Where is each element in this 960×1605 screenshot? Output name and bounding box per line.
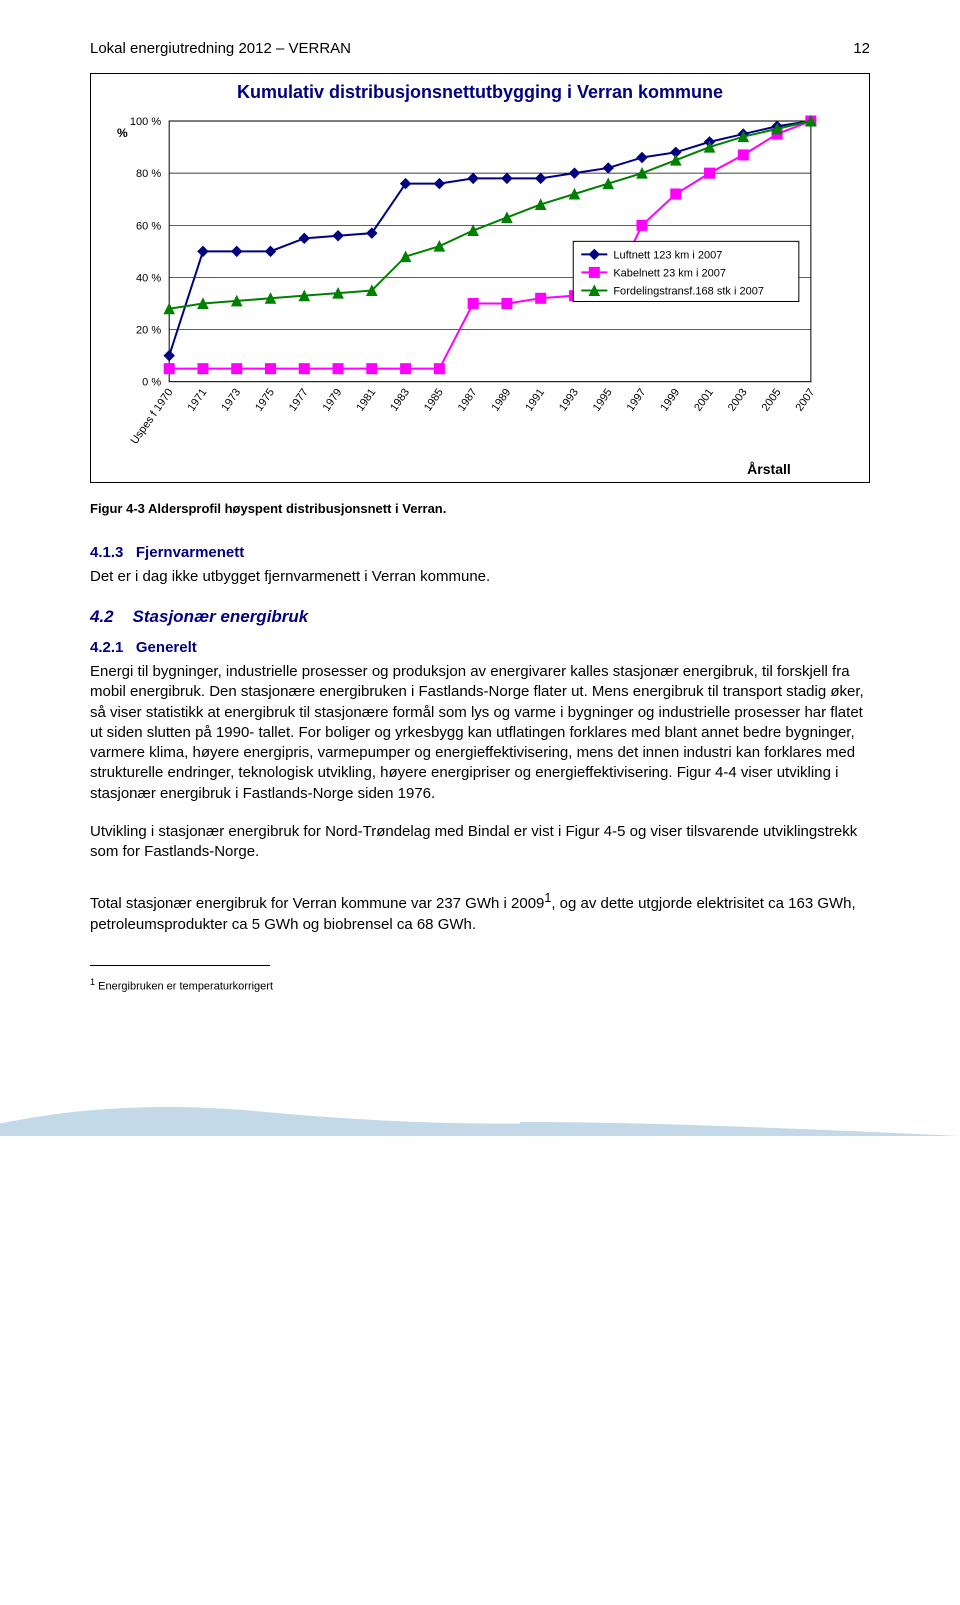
svg-text:1991: 1991 <box>523 387 547 414</box>
section-number: 4.2.1 <box>90 639 123 656</box>
section-number: 4.2 <box>90 607 114 626</box>
page-header: Lokal energiutredning 2012 – VERRAN 12 <box>90 40 870 57</box>
footnote-marker: 1 <box>90 977 95 987</box>
svg-text:80 %: 80 % <box>136 168 161 180</box>
svg-text:1973: 1973 <box>219 387 243 414</box>
svg-text:1983: 1983 <box>388 387 412 414</box>
svg-text:Årstall: Årstall <box>747 461 791 477</box>
figure-caption: Figur 4-3 Aldersprofil høyspent distribu… <box>90 501 870 516</box>
svg-text:2003: 2003 <box>726 387 750 414</box>
section-title: Stasjonær energibruk <box>133 607 309 626</box>
svg-text:%: % <box>117 126 128 140</box>
section-title: Fjernvarmenett <box>136 544 244 561</box>
chart-container: Kumulativ distribusjonsnettutbygging i V… <box>90 73 870 483</box>
svg-text:20 %: 20 % <box>136 325 161 337</box>
svg-text:1999: 1999 <box>658 387 682 414</box>
svg-text:100 %: 100 % <box>130 116 161 128</box>
section-number: 4.1.3 <box>90 544 123 561</box>
footnote-rule <box>90 965 270 966</box>
svg-text:40 %: 40 % <box>136 272 161 284</box>
svg-text:Uspes f 1970: Uspes f 1970 <box>129 387 176 447</box>
section-4-2-heading: 4.2 Stasjonær energibruk <box>90 607 870 627</box>
svg-text:1995: 1995 <box>591 387 615 414</box>
section-4-2-1-heading: 4.2.1 Generelt <box>90 639 870 656</box>
header-title: Lokal energiutredning 2012 – VERRAN <box>90 40 351 57</box>
svg-text:1987: 1987 <box>456 387 480 414</box>
svg-text:60 %: 60 % <box>136 220 161 232</box>
section-title: Generelt <box>136 639 197 656</box>
svg-text:0 %: 0 % <box>142 377 161 389</box>
para-3: Total stasjonær energibruk for Verran ko… <box>90 890 870 935</box>
header-page-number: 12 <box>853 40 870 57</box>
distribution-chart: 0 % 20 % 40 % 60 % 80 % 100 %% Uspes f 1970 197… <box>99 111 861 482</box>
para-2: Utvikling i stasjonær energibruk for Nor… <box>90 822 870 863</box>
svg-text:1989: 1989 <box>489 387 513 414</box>
svg-text:2007: 2007 <box>793 387 817 414</box>
footnote-text: Energibruken er temperaturkorrigert <box>98 981 273 993</box>
section-4-1-3-heading: 4.1.3 Fjernvarmenett <box>90 544 870 561</box>
svg-text:1981: 1981 <box>354 387 378 414</box>
para-1: Energi til bygninger, industrielle prose… <box>90 662 870 804</box>
footer-decoration <box>0 1092 960 1136</box>
footnote: 1 Energibruken er temperaturkorrigert <box>90 977 870 993</box>
svg-text:Kabelnett 23 km i 2007: Kabelnett 23 km i 2007 <box>613 267 726 279</box>
svg-text:1985: 1985 <box>422 387 446 414</box>
svg-text:1975: 1975 <box>253 387 277 414</box>
para-3a: Total stasjonær energibruk for Verran ko… <box>90 895 544 912</box>
svg-text:2005: 2005 <box>760 387 784 414</box>
svg-text:Luftnett 123 km i 2007: Luftnett 123 km i 2007 <box>613 249 722 261</box>
svg-text:1979: 1979 <box>321 387 345 414</box>
chart-title: Kumulativ distribusjonsnettutbygging i V… <box>99 82 861 103</box>
svg-text:1997: 1997 <box>625 387 649 414</box>
section-4-1-3-body: Det er i dag ikke utbygget fjernvarmenet… <box>90 567 870 587</box>
svg-text:2001: 2001 <box>692 387 716 414</box>
svg-text:Fordelingstransf.168 stk i 200: Fordelingstransf.168 stk i 2007 <box>613 285 764 297</box>
svg-text:1977: 1977 <box>287 387 311 414</box>
svg-text:1971: 1971 <box>186 387 210 414</box>
svg-text:1993: 1993 <box>557 387 581 414</box>
